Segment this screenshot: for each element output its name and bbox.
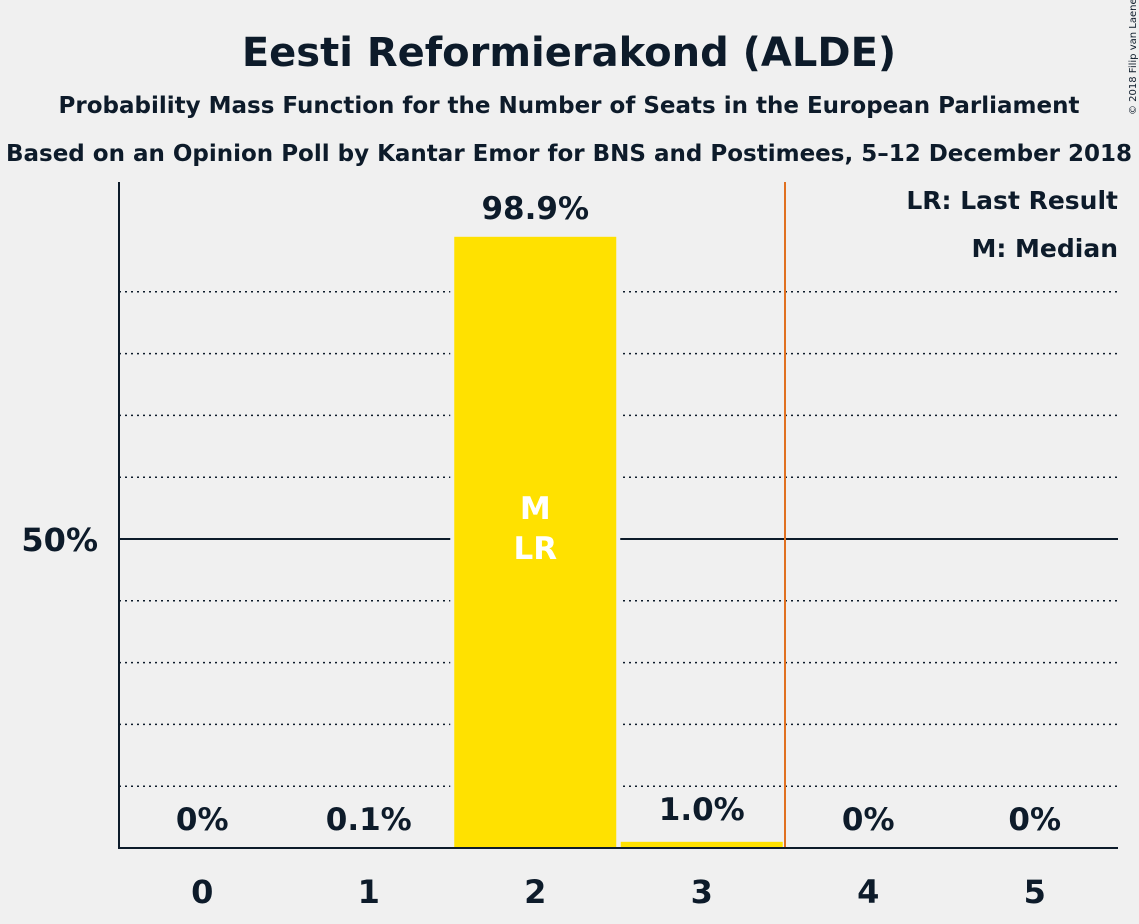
bar-marker-lr: LR bbox=[513, 531, 557, 567]
value-label: 0% bbox=[1008, 802, 1061, 838]
y-tick-label: 50% bbox=[21, 521, 98, 559]
value-labels: 0% 0.1% 98.9% 1.0% 0% 0% M LR bbox=[176, 191, 1061, 838]
x-tick-label: 1 bbox=[358, 873, 380, 911]
bar-seat-2 bbox=[454, 236, 617, 849]
value-label: 98.9% bbox=[481, 191, 589, 227]
chart-title: Eesti Reformierakond (ALDE) bbox=[242, 30, 896, 76]
x-tick-label: 5 bbox=[1024, 873, 1046, 911]
x-tick-label: 3 bbox=[691, 873, 713, 911]
x-tick-label: 0 bbox=[191, 873, 213, 911]
value-label: 0% bbox=[176, 802, 229, 838]
value-label: 1.0% bbox=[659, 792, 745, 828]
bars bbox=[283, 236, 787, 849]
value-label: 0% bbox=[842, 802, 895, 838]
y-tick-labels: 50% bbox=[21, 521, 98, 559]
chart-subtitle: Probability Mass Function for the Number… bbox=[59, 93, 1080, 119]
value-label: 0.1% bbox=[326, 802, 412, 838]
legend-median: M: Median bbox=[971, 234, 1118, 263]
x-tick-label: 4 bbox=[857, 873, 879, 911]
x-tick-label: 2 bbox=[524, 873, 546, 911]
x-tick-labels: 0 1 2 3 4 5 bbox=[191, 873, 1046, 911]
bar-seat-3 bbox=[620, 841, 783, 848]
bar-marker-m: M bbox=[520, 491, 551, 527]
legend-last-result: LR: Last Result bbox=[906, 186, 1118, 215]
copyright-text: © 2018 Filip van Laenen bbox=[1128, 0, 1139, 115]
chart-source: Based on an Opinion Poll by Kantar Emor … bbox=[6, 141, 1132, 167]
